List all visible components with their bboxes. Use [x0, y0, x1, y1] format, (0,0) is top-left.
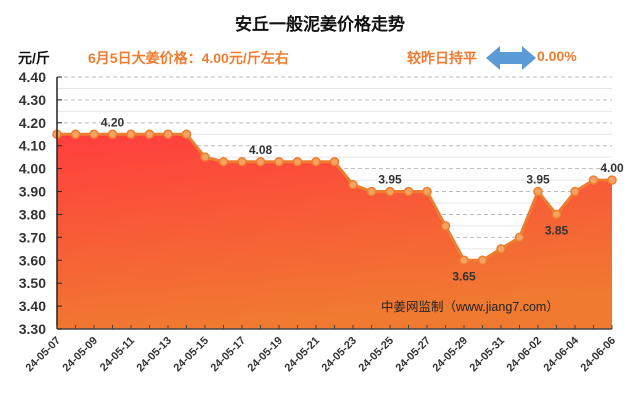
- x-tick-label: 24-06-04: [541, 334, 581, 374]
- data-labels: 4.20 4.08 3.95 3.65 3.95 3.85 4.00: [101, 115, 624, 283]
- y-tick-label: 3.60: [19, 252, 46, 268]
- x-tick-label: 24-05-15: [171, 335, 211, 375]
- y-tick-label: 4.40: [19, 69, 46, 85]
- x-tick-label: 24-06-06: [578, 335, 618, 375]
- x-tick-label: 24-05-25: [356, 335, 396, 375]
- y-tick-label: 3.70: [19, 229, 46, 245]
- y-tick-label: 3.80: [19, 206, 46, 222]
- y-tick-label: 3.30: [19, 321, 46, 337]
- x-tick-label: 24-05-09: [60, 335, 100, 375]
- y-tick-label: 3.90: [19, 184, 46, 200]
- data-label: 4.08: [249, 143, 273, 157]
- x-tick-label: 24-05-11: [98, 335, 137, 374]
- today-price-text: 6月5日大姜价格：4.00元/斤左右: [88, 50, 289, 66]
- watermark: 中姜网监制（www.jiang7.com）: [381, 299, 559, 314]
- compare-text: 较昨日持平: [407, 50, 477, 66]
- y-tick-label: 3.50: [19, 275, 46, 291]
- data-label: 3.85: [545, 223, 569, 237]
- data-label: 3.95: [378, 173, 402, 187]
- y-tick-label: 4.20: [19, 115, 46, 131]
- x-tick-label: 24-06-02: [504, 335, 544, 375]
- data-label: 3.95: [526, 173, 550, 187]
- data-label: 4.00: [600, 161, 624, 175]
- x-tick-label: 24-05-07: [23, 335, 63, 375]
- data-label: 4.20: [101, 115, 125, 129]
- y-tick-label: 4.10: [19, 138, 46, 154]
- y-axis-unit: 元/斤: [18, 50, 50, 66]
- x-tick-label: 24-05-29: [430, 335, 470, 375]
- change-percent: 0.00%: [537, 48, 577, 64]
- y-tick-label: 4.00: [19, 161, 46, 177]
- price-area: [57, 134, 612, 329]
- x-tick-label: 24-05-19: [245, 335, 285, 375]
- chart-title: 安丘一般泥姜价格走势: [235, 15, 405, 34]
- x-tick-label: 24-05-31: [467, 335, 507, 375]
- x-tick-label: 24-05-17: [208, 335, 248, 375]
- y-tick-label: 4.30: [19, 92, 46, 108]
- x-tick-label: 24-05-21: [282, 335, 322, 375]
- data-points: [52, 129, 617, 266]
- x-tick-label: 24-05-23: [319, 335, 359, 375]
- left-right-arrow-icon: [486, 46, 536, 70]
- y-tick-label: 3.40: [19, 298, 46, 314]
- x-tick-label: 24-05-27: [393, 335, 433, 375]
- x-tick-label: 24-05-13: [134, 335, 174, 375]
- data-label: 3.65: [452, 269, 476, 283]
